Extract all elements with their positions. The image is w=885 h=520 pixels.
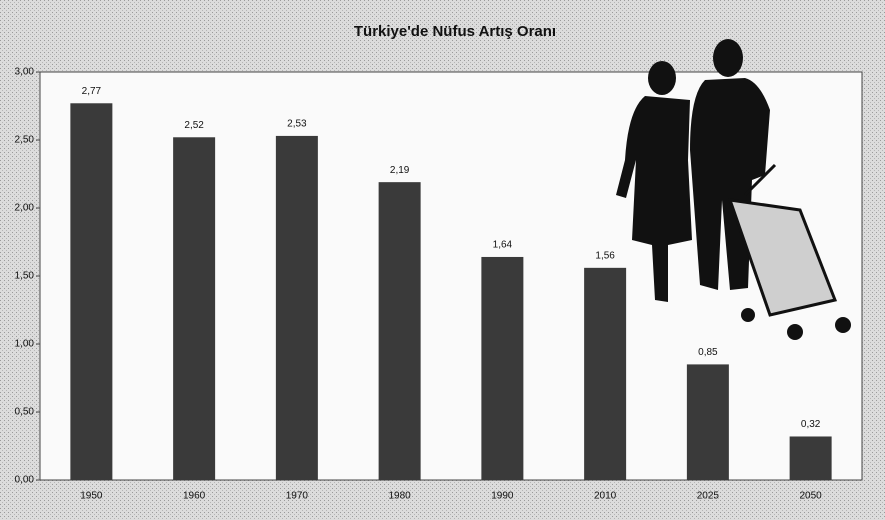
value-label: 1,64 (493, 240, 513, 251)
x-tick-label: 2010 (594, 491, 617, 502)
value-label: 1,56 (595, 250, 615, 261)
y-tick-label: 3,00 (15, 67, 35, 78)
value-label: 0,32 (801, 419, 821, 430)
value-label: 0,85 (698, 347, 718, 358)
value-label: 2,19 (390, 165, 410, 176)
bar (379, 182, 421, 480)
bar (584, 268, 626, 480)
x-tick-label: 1950 (80, 491, 103, 502)
x-tick-label: 2025 (697, 491, 720, 502)
y-tick-label: 0,50 (15, 407, 35, 418)
chart-title: Türkiye'de Nüfus Artış Oranı (354, 23, 556, 40)
y-tick-label: 2,50 (15, 135, 35, 146)
bar (70, 103, 112, 480)
x-tick-label: 1970 (286, 491, 309, 502)
bar (481, 257, 523, 480)
y-tick-label: 1,00 (15, 339, 35, 350)
y-tick-label: 0,00 (15, 475, 35, 486)
x-tick-label: 1980 (389, 491, 412, 502)
value-label: 2,53 (287, 119, 307, 130)
x-tick-label: 1990 (491, 491, 514, 502)
chart: Türkiye'de Nüfus Artış Oranı 0,00 0,50 1,0… (0, 0, 885, 520)
y-tick-label: 2,00 (15, 203, 35, 214)
value-label: 2,52 (184, 120, 204, 131)
bar (687, 364, 729, 480)
bar (276, 136, 318, 480)
bar (173, 137, 215, 480)
value-label: 2,77 (82, 86, 102, 97)
page: {"chart_data": {"type": "bar", "title": … (0, 0, 885, 520)
bar (790, 436, 832, 480)
y-tick-label: 1,50 (15, 271, 35, 282)
x-tick-label: 2050 (800, 491, 823, 502)
x-tick-label: 1960 (183, 491, 206, 502)
